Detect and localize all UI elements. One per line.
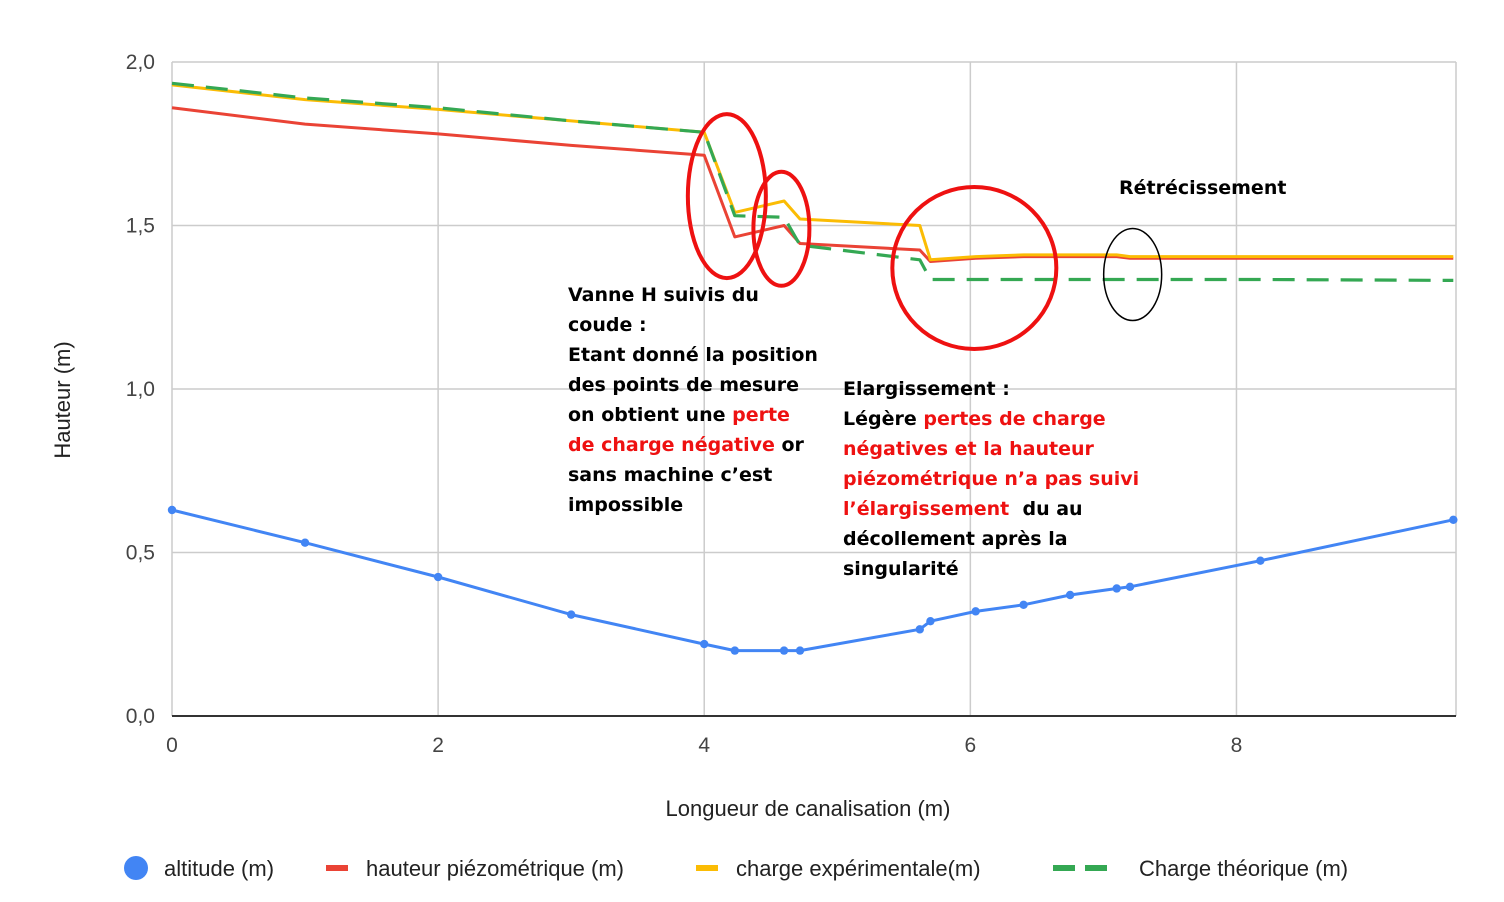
series-layer	[171, 81, 1454, 653]
altitude-point	[1449, 515, 1458, 524]
x-tick-label: 6	[964, 734, 976, 757]
annotation-elargissement-line: singularité	[843, 558, 959, 580]
altitude-point	[433, 572, 443, 582]
annotation-elargissement-line: négatives et la hauteur	[843, 438, 1094, 460]
y-axis-label: Hauteur (m)	[50, 341, 75, 458]
altitude-point	[167, 505, 177, 515]
annotation-elargissement-line: Légère pertes de charge	[843, 404, 1139, 434]
highlight-circle	[1102, 227, 1163, 322]
altitude-point	[700, 639, 709, 649]
altitude-point	[1065, 590, 1075, 600]
legend-label: charge expérimentale(m)	[736, 856, 981, 881]
x-tick-label: 8	[1231, 734, 1243, 757]
annotation-retrecissement: Rétrécissement	[1119, 177, 1287, 199]
x-tick-label: 0	[166, 734, 178, 757]
altitude-point	[1256, 556, 1265, 565]
x-axis-label: Longueur de canalisation (m)	[666, 796, 951, 821]
annotation-vanne-line: sans machine c’est	[568, 464, 773, 486]
y-tick-label: 0,0	[126, 705, 155, 728]
annotation-highlight-text: perte	[732, 404, 790, 426]
legend-circle-icon	[124, 856, 148, 880]
altitude-point	[1125, 582, 1135, 592]
annotation-highlight-text: l’élargissement	[843, 498, 1010, 520]
x-tick-label: 2	[432, 734, 444, 757]
annotation-vanne-line: Vanne H suivis du	[568, 284, 759, 306]
series-line-2	[171, 106, 1454, 263]
altitude-point	[915, 625, 924, 634]
annotation-text: du au	[1009, 498, 1083, 520]
annotation-vanne-line: Etant donné la position	[568, 344, 818, 366]
annotation-vanne-line: impossible	[568, 494, 684, 516]
annotation-highlight-text: de charge négative	[568, 434, 775, 456]
annotation-elargissement-line: piézométrique n’a pas suivi	[843, 468, 1140, 490]
y-tick-label: 1,0	[126, 378, 155, 401]
grid-lines	[171, 61, 1457, 717]
altitude-point	[1019, 600, 1028, 610]
legend-label: altitude (m)	[164, 856, 274, 881]
altitude-point	[566, 610, 576, 619]
annotation-vanne-line: de charge négative or	[568, 430, 818, 460]
data-markers	[167, 505, 1458, 655]
altitude-point	[971, 607, 980, 616]
series-line-1	[171, 508, 1454, 653]
annotation-text: on obtient une	[568, 404, 733, 426]
highlight-circle	[890, 185, 1059, 352]
annotation-text: Légère	[843, 408, 924, 430]
annotation-vanne: Vanne H suivis du coude : Etant donné la…	[568, 280, 818, 520]
legend: altitude (m) hauteur piézométrique (m) cha…	[124, 856, 1348, 881]
x-tick-label: 4	[698, 734, 710, 757]
altitude-point	[730, 646, 740, 655]
y-tick-label: 1,5	[126, 215, 155, 238]
annotation-elargissement-line: l’élargissement du au	[843, 494, 1139, 524]
altitude-point	[795, 646, 805, 655]
tick-labels: 0,0 0,5 1,0 1,5 2,0 0 2 4 6 8	[126, 51, 1243, 757]
annotation-vanne-line: on obtient une perte	[568, 400, 818, 430]
series-line-4	[171, 81, 1454, 282]
altitude-point	[300, 538, 310, 547]
annotation-elargissement-line: Elargissement :	[843, 378, 1010, 400]
legend-label: hauteur piézométrique (m)	[366, 856, 624, 881]
annotation-vanne-line: coude :	[568, 314, 647, 336]
y-tick-label: 0,5	[126, 542, 155, 565]
legend-label: Charge théorique (m)	[1139, 856, 1348, 881]
annotation-text: or	[774, 434, 804, 456]
annotation-vanne-line: des points de mesure	[568, 374, 799, 396]
highlight-circle	[751, 169, 812, 288]
annotation-elargissement-line: décollement après la	[843, 528, 1068, 550]
annotation-elargissement: Elargissement : Légère pertes de charge …	[843, 374, 1139, 584]
y-tick-label: 2,0	[126, 51, 155, 74]
highlight-circle	[685, 112, 768, 281]
altitude-point	[779, 646, 789, 655]
annotation-highlight-text: pertes de charge	[923, 408, 1106, 430]
altitude-point	[926, 616, 935, 626]
highlight-circles	[685, 112, 1163, 352]
altitude-point	[1112, 584, 1121, 593]
